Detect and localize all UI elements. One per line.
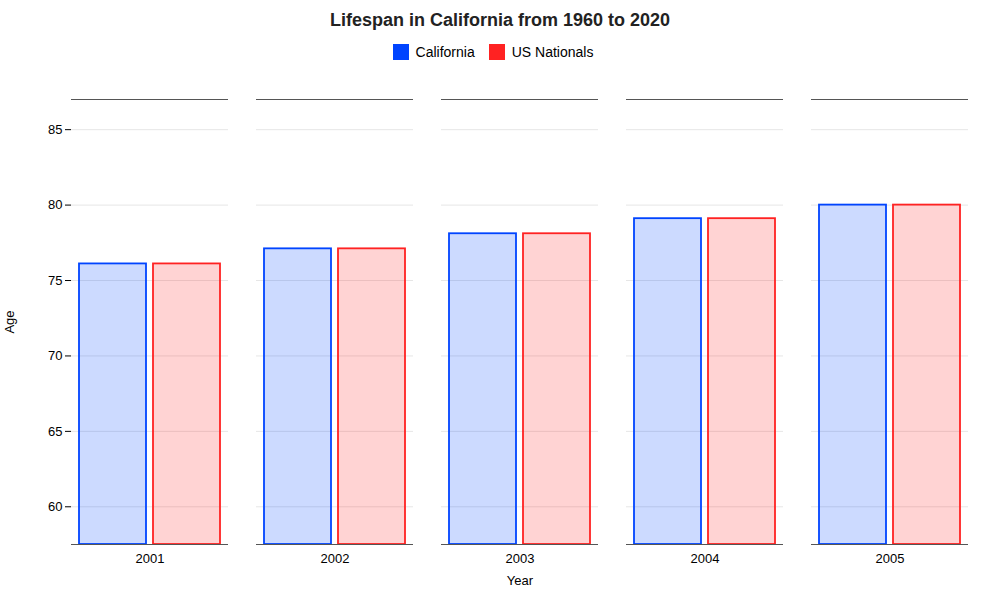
svg-text:2005: 2005 <box>876 551 905 566</box>
svg-text:85: 85 <box>48 122 62 137</box>
html-text:California: California <box>415 43 475 60</box>
svg-text:Age: Age <box>2 310 17 333</box>
html-text:US Nationals: US Nationals <box>511 43 594 60</box>
svg-text:2003: 2003 <box>506 551 535 566</box>
svg-text:80: 80 <box>48 197 62 212</box>
svg-text:Year: Year <box>507 573 534 588</box>
svg-text:75: 75 <box>48 273 62 288</box>
svg-text:70: 70 <box>48 348 62 363</box>
svg-text:2002: 2002 <box>321 551 350 566</box>
svg-text:2001: 2001 <box>136 551 165 566</box>
svg-text:65: 65 <box>48 424 62 439</box>
svg-text:2004: 2004 <box>691 551 720 566</box>
html-text:Lifespan in California from 19: Lifespan in California from 1960 to 2020 <box>329 10 670 30</box>
svg-text:60: 60 <box>48 499 62 514</box>
